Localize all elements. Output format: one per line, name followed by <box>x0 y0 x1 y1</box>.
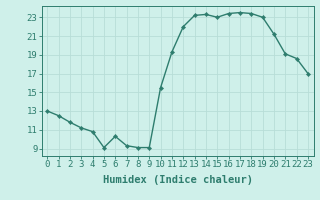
X-axis label: Humidex (Indice chaleur): Humidex (Indice chaleur) <box>103 175 252 185</box>
